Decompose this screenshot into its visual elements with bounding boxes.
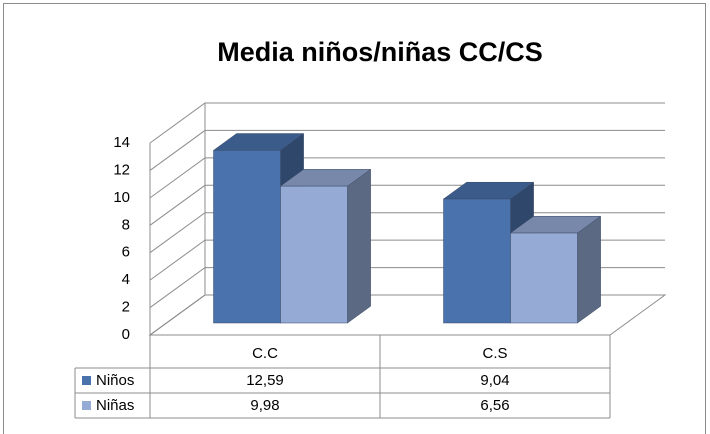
y-tick-label: 2: [122, 299, 130, 316]
data-label: 9,98: [250, 397, 279, 414]
x-tick-label: C.C: [252, 345, 278, 362]
y-tick-label: 0: [122, 326, 130, 343]
grid-line: [149, 102, 665, 144]
data-label: 9,04: [480, 372, 509, 389]
chart-title: Media niños/niñas CC/CS: [217, 37, 543, 67]
bar-front: [443, 198, 511, 324]
bar-front: [280, 185, 348, 324]
bar: [279, 168, 372, 324]
grid-line: [149, 129, 665, 171]
data-label: 6,56: [480, 397, 509, 414]
x-tick-label: C.S: [482, 345, 507, 362]
bar-front: [510, 232, 578, 324]
bar-side: [577, 215, 601, 324]
y-tick-label: 8: [122, 216, 130, 233]
bar-side: [347, 168, 371, 324]
legend-label: Niñas: [96, 397, 134, 414]
legend-label: Niños: [96, 372, 134, 389]
y-tick-label: 14: [113, 134, 130, 151]
y-tick-label: 4: [122, 271, 130, 288]
y-tick-label: 6: [122, 244, 130, 261]
grid-line: [149, 157, 665, 199]
legend-swatch: [82, 376, 91, 385]
y-tick-label: 10: [113, 189, 130, 206]
data-label: 12,59: [246, 372, 284, 389]
y-tick-label: 12: [113, 161, 130, 178]
bar: [509, 215, 602, 324]
legend-swatch: [82, 401, 91, 410]
bar-front: [213, 150, 281, 324]
